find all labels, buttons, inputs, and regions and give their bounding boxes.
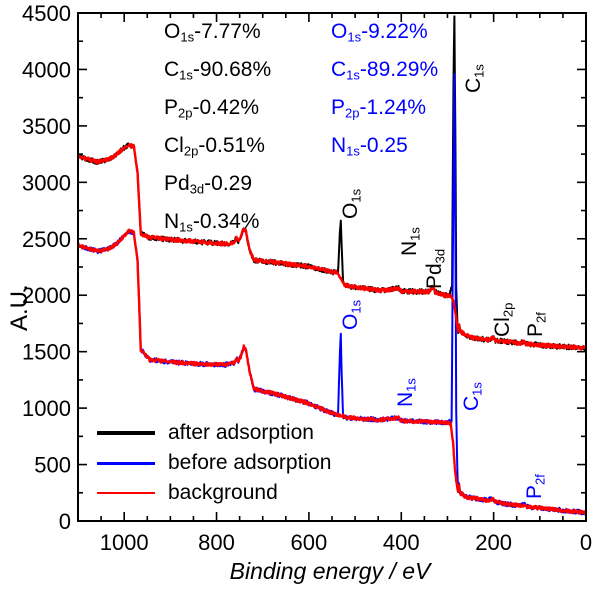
composition-row: C1s-90.68% xyxy=(164,58,272,83)
peak-label-n1s: N1s xyxy=(398,227,423,256)
legend-label: background xyxy=(168,481,278,504)
peak-label-o1s: O1s xyxy=(339,188,364,219)
composition-row: N1s-0.25 xyxy=(331,134,408,159)
y-tick-label: 2500 xyxy=(22,227,71,252)
composition-row: Pd3d-0.29 xyxy=(164,172,253,197)
composition-row: C1s-89.29% xyxy=(331,58,439,83)
x-tick-label: 400 xyxy=(383,530,420,555)
peak-label-p2f: P2f xyxy=(523,474,548,499)
peak-label-n1s: N1s xyxy=(394,378,419,407)
peak-label-cl2p: Cl2p xyxy=(491,302,516,337)
composition-row: O1s-7.77% xyxy=(164,20,261,45)
composition-list-before-adsorption: O1s-9.22% C1s-89.29% P2p-1.24% N1s-0.25 xyxy=(331,13,438,165)
y-tick-label: 500 xyxy=(34,453,71,478)
legend-label: after adsorption xyxy=(168,421,314,444)
y-tick-label: 4000 xyxy=(22,57,71,82)
y-tick-label: 2000 xyxy=(22,283,71,308)
x-tick-label: 600 xyxy=(291,530,328,555)
y-tick-label: 1500 xyxy=(22,340,71,365)
y-tick-label: 3500 xyxy=(22,114,71,139)
peak-label-c1s: C1s xyxy=(460,382,485,411)
legend-item: after adsorption xyxy=(97,418,331,448)
legend-line-swatch xyxy=(97,461,155,465)
y-tick-label: 1000 xyxy=(22,396,71,421)
x-tick-label: 800 xyxy=(198,530,235,555)
peak-label-pd3d: Pd3d xyxy=(423,248,448,289)
peak-label-p2f: P2f xyxy=(524,312,549,337)
y-tick-label: 4500 xyxy=(22,1,71,26)
legend: after adsorption before adsorption backgro… xyxy=(97,418,331,508)
peak-label-o1s: O1s xyxy=(339,299,364,330)
x-tick-label: 0 xyxy=(580,530,592,555)
legend-item: background xyxy=(97,478,331,508)
series-background-after- xyxy=(77,143,587,351)
x-tick-label: 200 xyxy=(475,530,512,555)
composition-row: P2p-1.24% xyxy=(331,96,427,121)
composition-row: N1s-0.34% xyxy=(164,210,260,235)
legend-label: before adsorption xyxy=(168,451,332,474)
x-axis-title: Binding energy / eV xyxy=(229,558,431,584)
composition-row: O1s-9.22% xyxy=(331,20,428,45)
y-tick-label: 0 xyxy=(59,509,71,534)
legend-line-swatch xyxy=(97,492,155,494)
legend-item: before adsorption xyxy=(97,448,331,478)
y-tick-label: 3000 xyxy=(22,170,71,195)
x-tick-label: 1000 xyxy=(100,530,149,555)
peak-label-c1s: C1s xyxy=(462,64,487,93)
composition-row: P2p-0.42% xyxy=(164,96,260,121)
series-background-before- xyxy=(76,228,588,516)
y-axis-title: A.U. xyxy=(6,284,33,331)
legend-line-swatch xyxy=(97,431,155,435)
composition-list-after-adsorption: O1s-7.77% C1s-90.68% P2p-0.42% Cl2p-0.51% Pd… xyxy=(164,13,271,241)
composition-row: Cl2p-0.51% xyxy=(164,134,265,159)
